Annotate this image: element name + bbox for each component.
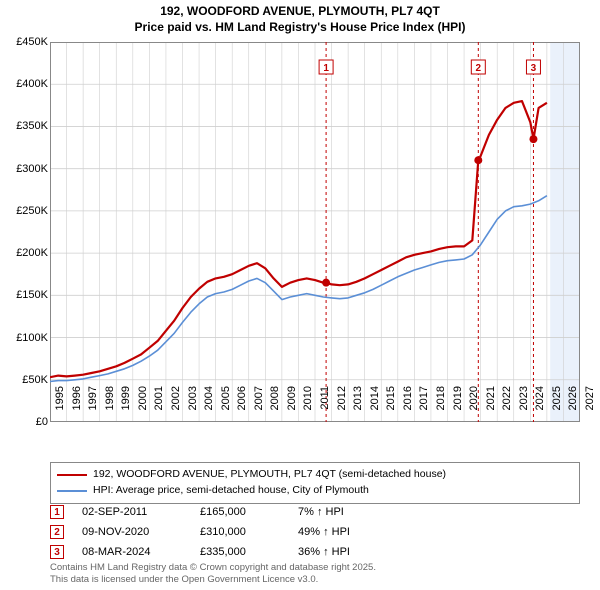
y-tick-label: £350K [2, 120, 48, 132]
x-tick-label: 2011 [319, 386, 331, 426]
x-tick-label: 1999 [120, 386, 132, 426]
x-tick-label: 2017 [418, 386, 430, 426]
svg-text:2: 2 [476, 63, 482, 74]
sale-date: 09-NOV-2020 [82, 526, 182, 538]
y-tick-label: £250K [2, 205, 48, 217]
sale-diff: 49% ↑ HPI [298, 526, 388, 538]
x-tick-label: 2022 [501, 386, 513, 426]
y-tick-label: £0 [2, 416, 48, 428]
chart-svg: 1 2 3 [50, 42, 580, 422]
y-tick-label: £400K [2, 78, 48, 90]
x-tick-label: 2015 [385, 386, 397, 426]
sale-marker-icon: 1 [50, 505, 64, 519]
x-tick-label: 1996 [71, 386, 83, 426]
x-tick-label: 2005 [220, 386, 232, 426]
sale-date: 02-SEP-2011 [82, 506, 182, 518]
chart-area: 123 £0£50K£100K£150K£200K£250K£300K£350K… [50, 42, 580, 422]
x-tick-label: 2023 [518, 386, 530, 426]
legend-swatch-property [57, 474, 87, 477]
svg-text:3: 3 [531, 63, 537, 74]
y-tick-label: £300K [2, 163, 48, 175]
legend-row-hpi: HPI: Average price, semi-detached house,… [57, 483, 573, 499]
title-line-2: Price paid vs. HM Land Registry's House … [0, 20, 600, 36]
x-tick-label: 1995 [54, 386, 66, 426]
sales-table: 1 02-SEP-2011 £165,000 7% ↑ HPI 2 09-NOV-2020… [50, 502, 580, 562]
x-tick-label: 2025 [551, 386, 563, 426]
x-tick-label: 1998 [104, 386, 116, 426]
x-tick-label: 2007 [253, 386, 265, 426]
x-tick-label: 2013 [352, 386, 364, 426]
x-tick-label: 2021 [485, 386, 497, 426]
sale-date: 08-MAR-2024 [82, 546, 182, 558]
x-tick-label: 2020 [468, 386, 480, 426]
x-tick-label: 2018 [435, 386, 447, 426]
x-tick-label: 2026 [567, 386, 579, 426]
sale-row: 1 02-SEP-2011 £165,000 7% ↑ HPI [50, 502, 580, 522]
x-tick-label: 2003 [187, 386, 199, 426]
sale-price: £165,000 [200, 506, 280, 518]
sale-price: £310,000 [200, 526, 280, 538]
sale-marker-icon: 3 [50, 545, 64, 559]
footer-line-2: This data is licensed under the Open Gov… [50, 574, 580, 586]
x-tick-label: 2000 [137, 386, 149, 426]
y-tick-label: £200K [2, 247, 48, 259]
x-tick-label: 2024 [534, 386, 546, 426]
x-tick-label: 2010 [302, 386, 314, 426]
y-tick-label: £450K [2, 36, 48, 48]
footer-line-1: Contains HM Land Registry data © Crown c… [50, 562, 580, 574]
x-tick-label: 2016 [402, 386, 414, 426]
x-tick-label: 2012 [336, 386, 348, 426]
y-tick-label: £150K [2, 289, 48, 301]
x-tick-label: 2027 [584, 386, 596, 426]
legend-label-property: 192, WOODFORD AVENUE, PLYMOUTH, PL7 4QT … [93, 467, 446, 483]
x-tick-label: 2004 [203, 386, 215, 426]
x-tick-label: 2002 [170, 386, 182, 426]
x-tick-label: 1997 [87, 386, 99, 426]
sale-row: 3 08-MAR-2024 £335,000 36% ↑ HPI [50, 542, 580, 562]
sale-price: £335,000 [200, 546, 280, 558]
sale-row: 2 09-NOV-2020 £310,000 49% ↑ HPI [50, 522, 580, 542]
sale-marker-icon: 2 [50, 525, 64, 539]
legend-swatch-hpi [57, 490, 87, 492]
legend: 192, WOODFORD AVENUE, PLYMOUTH, PL7 4QT … [50, 462, 580, 504]
footer-attribution: Contains HM Land Registry data © Crown c… [50, 562, 580, 586]
chart-title: 192, WOODFORD AVENUE, PLYMOUTH, PL7 4QT … [0, 0, 600, 35]
x-tick-label: 2008 [269, 386, 281, 426]
legend-label-hpi: HPI: Average price, semi-detached house,… [93, 483, 369, 499]
x-tick-label: 2009 [286, 386, 298, 426]
title-line-1: 192, WOODFORD AVENUE, PLYMOUTH, PL7 4QT [0, 4, 600, 20]
y-tick-label: £100K [2, 332, 48, 344]
x-tick-label: 2001 [153, 386, 165, 426]
sale-diff: 36% ↑ HPI [298, 546, 388, 558]
svg-text:1: 1 [323, 63, 329, 74]
x-tick-label: 2006 [236, 386, 248, 426]
sale-diff: 7% ↑ HPI [298, 506, 388, 518]
y-tick-label: £50K [2, 374, 48, 386]
legend-row-property: 192, WOODFORD AVENUE, PLYMOUTH, PL7 4QT … [57, 467, 573, 483]
x-tick-label: 2019 [452, 386, 464, 426]
x-tick-label: 2014 [369, 386, 381, 426]
